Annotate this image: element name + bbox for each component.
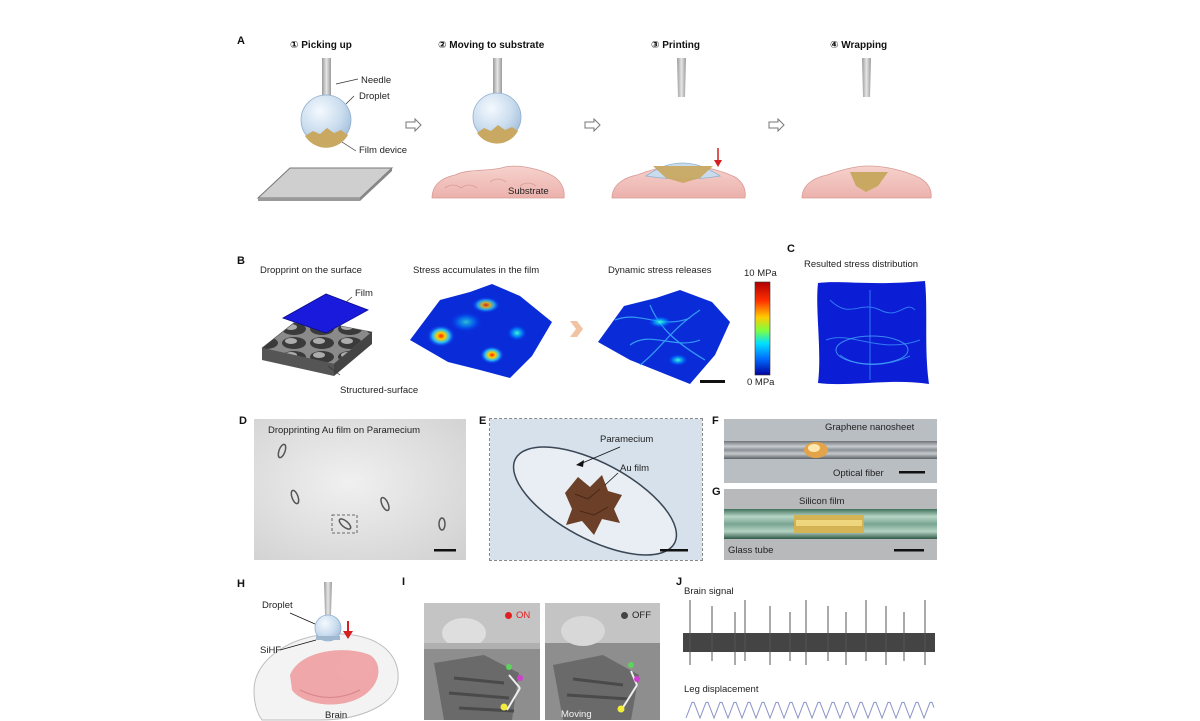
marker-dot	[634, 676, 640, 682]
film-device-icon	[305, 128, 348, 148]
paramecium-cell	[338, 518, 352, 530]
marker-dot	[617, 705, 625, 713]
paramecium-cell	[438, 517, 446, 531]
panel-b-title-3: Dynamic stress releases	[608, 265, 712, 276]
paramecium-label: Paramecium	[600, 434, 654, 445]
droplet-label: Droplet	[262, 600, 293, 611]
film-device-icon	[477, 125, 518, 144]
panel-b-diagram	[261, 281, 929, 385]
needle-icon	[324, 582, 332, 616]
paramecium-cell	[290, 489, 300, 505]
panel-g-label: G	[712, 486, 721, 498]
paramecium-closeup: Paramecium Au film	[489, 418, 703, 561]
wrapped-film-icon	[850, 172, 888, 192]
zoom-box	[331, 514, 358, 534]
film-sheet-icon	[282, 293, 369, 334]
needle-pointer	[335, 78, 359, 85]
step-printing: ③ Printing	[651, 40, 701, 51]
substrate-tissue-icon	[431, 165, 565, 199]
needle-icon	[322, 58, 331, 100]
structured-surface-label: Structured-surface	[340, 385, 419, 396]
brain-signal-spikes	[689, 600, 926, 665]
colorbar-min-label: 0 MPa	[747, 377, 775, 388]
panel-d-title: Dropprinting Au film on Paramecium	[268, 425, 421, 436]
au-film-label: Au film	[620, 463, 650, 474]
step-picking-up: ① Picking up	[290, 40, 352, 51]
film-printing-icon	[653, 166, 713, 183]
au-film-patch	[565, 475, 622, 535]
brain-label: Brain	[325, 710, 348, 721]
brain-signal-trace	[683, 633, 935, 652]
film-pointer	[341, 141, 357, 152]
frame-on-photo: ON	[424, 603, 540, 720]
scale-bar	[434, 549, 456, 552]
panel-d-label: D	[239, 415, 247, 427]
substrate-label: Substrate	[508, 186, 549, 197]
marker-dot	[506, 664, 512, 670]
leg-displacement-trace	[685, 701, 935, 720]
off-indicator-dot	[621, 612, 628, 619]
film-label: Film	[355, 288, 373, 299]
panel-b-title-1: Dropprint on the surface	[260, 265, 362, 276]
optical-fiber	[724, 441, 937, 459]
sihf-label: SiHF	[260, 645, 282, 656]
graphene-label: Graphene nanosheet	[825, 422, 915, 433]
droplet-pointer	[345, 95, 355, 105]
chevron-right-icon	[570, 321, 583, 337]
marker-dot	[500, 703, 508, 711]
brain-signal-label: Brain signal	[684, 586, 734, 597]
paramecium-micrograph: Dropprinting Au film on Paramecium	[254, 419, 466, 560]
next-arrow-icon	[584, 117, 601, 133]
off-label: OFF	[632, 610, 651, 621]
panel-b-title-2: Stress accumulates in the film	[413, 265, 540, 276]
released-film-icon	[598, 290, 730, 384]
step-wrapping: ④ Wrapping	[830, 40, 888, 51]
needle-icon	[677, 58, 686, 97]
panel-a-diagram	[256, 58, 932, 201]
silicon-film-label: Silicon film	[799, 496, 845, 507]
optical-fiber-label: Optical fiber	[833, 468, 884, 479]
colorbar-max-label: 10 MPa	[744, 268, 777, 279]
next-arrow-icon	[405, 117, 422, 133]
panel-a-label: A	[237, 35, 245, 47]
glass-tube-photo: Silicon film Glass tube	[724, 489, 937, 560]
panel-f-label: F	[712, 415, 719, 427]
scale-bar	[660, 549, 688, 552]
stressed-film-icon	[410, 284, 552, 378]
next-arrow-icon	[768, 117, 785, 133]
film-device-label: Film device	[359, 145, 408, 156]
panel-i-label: I	[402, 576, 406, 588]
on-indicator-dot	[505, 612, 512, 619]
needle-label: Needle	[361, 75, 392, 86]
needle-icon	[862, 58, 871, 97]
panel-h-label: H	[237, 578, 245, 590]
paramecium-cell	[277, 443, 287, 459]
panel-b-label: B	[237, 255, 245, 267]
paramecium-cell	[380, 496, 390, 512]
frame-off-photo: OFF Moving	[545, 603, 660, 720]
needle-icon	[493, 58, 502, 100]
panel-e-label: E	[479, 415, 487, 427]
droplet-icon	[314, 614, 342, 642]
panel-c-label: C	[787, 243, 795, 255]
on-label: ON	[516, 610, 531, 621]
marker-dot	[628, 662, 634, 668]
panel-c-title: Resulted stress distribution	[804, 259, 919, 270]
scale-bar	[899, 471, 925, 474]
droplet-label: Droplet	[359, 91, 390, 102]
scale-bar	[700, 380, 725, 383]
colorbar	[754, 281, 771, 376]
step-moving: ② Moving to substrate	[438, 40, 545, 51]
marker-dot	[517, 675, 523, 681]
panel-j-label: J	[676, 576, 683, 588]
leg-displacement-label: Leg displacement	[684, 684, 759, 695]
optical-fiber-photo: Graphene nanosheet Optical fiber	[724, 419, 937, 483]
scale-bar	[894, 549, 924, 552]
glass-tube-label: Glass tube	[728, 545, 774, 556]
moving-label: Moving	[561, 709, 592, 720]
